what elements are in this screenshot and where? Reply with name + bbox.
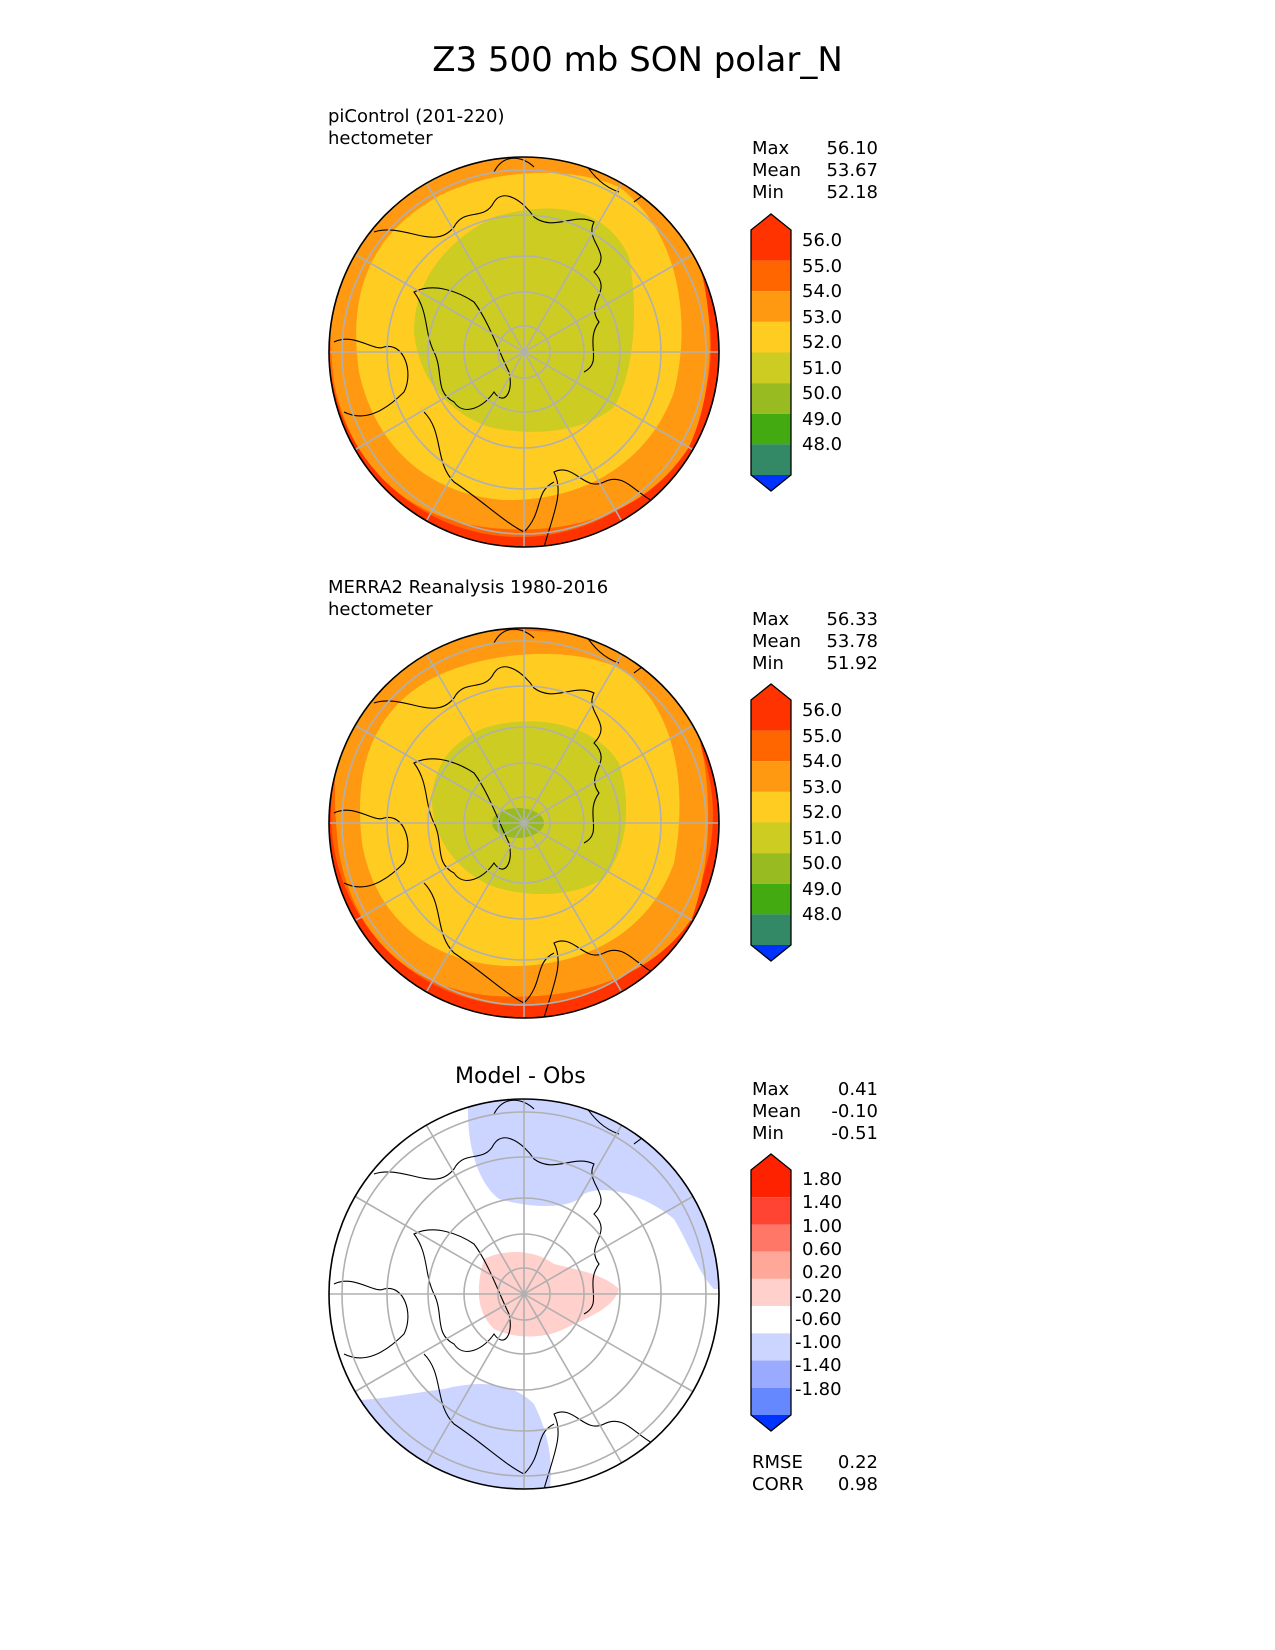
stat-min: Min 52.18	[752, 182, 878, 203]
stat-min: Min -0.51	[752, 1123, 878, 1144]
colorbar-tick: -1.80	[795, 1378, 842, 1400]
colorbar-cell	[751, 1154, 791, 1198]
stat-mean: Mean 53.67	[752, 160, 878, 181]
stat-mean: Mean -0.10	[752, 1101, 878, 1122]
colorbar-cell	[751, 214, 791, 261]
metrics-block: RMSE 0.22 CORR 0.98	[752, 1452, 878, 1496]
colorbar-tick: 48.0	[802, 434, 843, 455]
map-boundary	[328, 627, 720, 1019]
stat-max: Max 0.41	[752, 1079, 878, 1100]
colorbar-tick: 52.0	[802, 802, 843, 823]
colorbar-cell	[751, 444, 791, 475]
colorbar-tick: 49.0	[802, 408, 843, 430]
polar-map	[328, 627, 720, 1019]
graticule	[329, 1099, 719, 1489]
colorbar-tick: 56.0	[802, 700, 843, 721]
graticule	[329, 157, 719, 547]
stat-max: Max 56.33	[752, 609, 878, 630]
map-boundary	[328, 156, 720, 548]
polar-map	[328, 1098, 720, 1490]
panel-caption-case: piControl (201-220)	[328, 106, 505, 127]
colorbar-cell	[751, 1224, 791, 1252]
colorbar-tick: 55.0	[802, 725, 843, 747]
colorbar-cell	[751, 475, 791, 491]
colorbar-tick: -1.00	[795, 1332, 842, 1354]
polar-map	[328, 156, 720, 548]
colorbar-cell	[751, 1251, 791, 1279]
map-boundary	[328, 1098, 720, 1490]
panel-caption-units: hectometer	[328, 128, 433, 149]
colorbar-tick: -0.20	[795, 1285, 842, 1307]
colorbar-cell	[751, 1197, 791, 1225]
colorbar-tick: 1.00	[802, 1215, 843, 1237]
colorbar-cell	[751, 1360, 791, 1388]
colorbar-tick: 54.0	[802, 751, 843, 772]
colorbar-cell	[751, 822, 791, 854]
metric-rmse: RMSE 0.22	[752, 1452, 878, 1473]
colorbar-cell	[751, 791, 791, 823]
colorbar-cell	[751, 761, 791, 792]
colorbar-cell	[751, 1278, 791, 1307]
stat-max: Max 56.10	[752, 138, 878, 159]
colorbar-cell	[751, 684, 791, 731]
panel-title: Model - Obs	[455, 1064, 586, 1089]
colorbar-cell	[751, 321, 791, 353]
stat-min: Min 51.92	[752, 653, 878, 674]
colorbar-tick: 1.40	[802, 1192, 843, 1214]
stats-block: Max 56.33 Mean 53.78 Min 51.92	[752, 609, 878, 675]
colorbar-tick: -1.40	[795, 1355, 842, 1377]
panel-caption-units: hectometer	[328, 599, 433, 620]
colorbar	[750, 213, 792, 492]
colorbar-tick: 54.0	[802, 281, 843, 302]
colorbar-cell	[751, 945, 791, 961]
figure-title: Z3 500 mb SON polar_N	[432, 40, 843, 80]
colorbar-tick: 56.0	[802, 230, 843, 251]
colorbar-tick: 49.0	[802, 878, 843, 900]
panel-caption-case: MERRA2 Reanalysis 1980-2016	[328, 577, 609, 598]
stats-block: Max 0.41 Mean -0.10 Min -0.51	[752, 1079, 878, 1145]
colorbar-cell	[751, 1387, 791, 1415]
coastlines	[333, 157, 695, 547]
stat-mean: Mean 53.78	[752, 631, 878, 652]
colorbar	[750, 1153, 792, 1432]
colorbar-cell	[751, 1415, 791, 1431]
colorbar-cell	[751, 1333, 791, 1361]
colorbar-cell	[751, 883, 791, 915]
colorbar-cell	[751, 914, 791, 945]
metric-corr: CORR 0.98	[752, 1474, 878, 1495]
colorbar-cell	[751, 853, 791, 884]
colorbar-cell	[751, 730, 791, 762]
colorbar-tick: 51.0	[802, 827, 843, 849]
graticule	[329, 628, 719, 1018]
colorbar-tick: 0.20	[802, 1262, 843, 1284]
colorbar	[750, 683, 792, 962]
colorbar-tick: 53.0	[802, 306, 843, 328]
colorbar-cell	[751, 352, 791, 384]
colorbar-tick: 0.60	[802, 1238, 843, 1260]
colorbar-cell	[751, 383, 791, 414]
colorbar-tick: 52.0	[802, 332, 843, 353]
colorbar-tick: 53.0	[802, 776, 843, 798]
colorbar-tick: 50.0	[802, 383, 843, 404]
colorbar-tick: 1.80	[802, 1169, 843, 1190]
colorbar-tick: -0.60	[795, 1308, 842, 1330]
colorbar-cell	[751, 291, 791, 322]
colorbar-tick: 51.0	[802, 357, 843, 379]
colorbar-cell	[751, 1306, 791, 1334]
colorbar-tick: 48.0	[802, 904, 843, 925]
colorbar-cell	[751, 413, 791, 445]
colorbar-tick: 50.0	[802, 853, 843, 874]
colorbar-tick: 55.0	[802, 255, 843, 277]
colorbar-cell	[751, 260, 791, 292]
stats-block: Max 56.10 Mean 53.67 Min 52.18	[752, 138, 878, 204]
